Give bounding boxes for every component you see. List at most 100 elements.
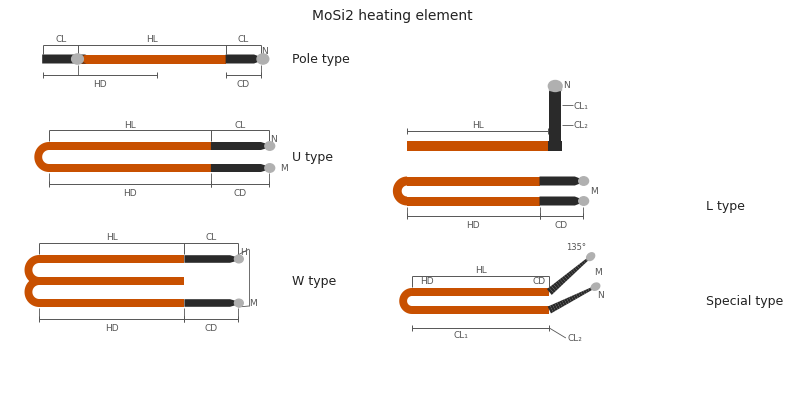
Polygon shape <box>549 286 556 293</box>
Text: CD: CD <box>234 188 246 198</box>
Bar <box>78 55 226 64</box>
Text: MoSi2 heating element: MoSi2 heating element <box>312 9 473 23</box>
Polygon shape <box>185 300 238 307</box>
Polygon shape <box>571 295 576 301</box>
Polygon shape <box>590 287 594 290</box>
Text: U type: U type <box>292 151 334 164</box>
Polygon shape <box>34 143 49 172</box>
Polygon shape <box>211 164 269 172</box>
Polygon shape <box>393 177 407 206</box>
Polygon shape <box>562 300 566 306</box>
Polygon shape <box>588 256 591 260</box>
Text: CL: CL <box>55 35 66 45</box>
Polygon shape <box>586 258 590 261</box>
Ellipse shape <box>586 253 594 261</box>
Text: HL: HL <box>124 120 136 129</box>
Polygon shape <box>554 303 560 310</box>
Polygon shape <box>553 304 558 311</box>
Text: N: N <box>598 290 604 300</box>
Bar <box>412 306 550 314</box>
Bar <box>550 87 561 142</box>
Ellipse shape <box>578 177 589 186</box>
Ellipse shape <box>72 55 83 65</box>
Text: CD: CD <box>554 221 568 229</box>
Text: L type: L type <box>706 200 745 213</box>
Polygon shape <box>558 279 564 286</box>
Text: W type: W type <box>292 275 337 288</box>
Polygon shape <box>579 263 583 267</box>
Text: M: M <box>590 187 598 196</box>
Text: HD: HD <box>420 276 434 285</box>
Text: CD: CD <box>205 323 218 332</box>
Polygon shape <box>557 302 562 308</box>
Polygon shape <box>566 273 571 278</box>
Text: Pole type: Pole type <box>292 53 350 66</box>
Polygon shape <box>539 177 582 186</box>
Polygon shape <box>569 296 574 302</box>
Text: HL: HL <box>472 121 483 130</box>
Bar <box>407 142 550 152</box>
Text: HD: HD <box>94 80 107 89</box>
Text: CL₂: CL₂ <box>568 334 582 342</box>
Text: HD: HD <box>105 323 118 332</box>
Ellipse shape <box>548 81 562 92</box>
Text: HL: HL <box>106 233 118 242</box>
Text: 135°: 135° <box>566 242 586 251</box>
Ellipse shape <box>257 55 269 65</box>
Polygon shape <box>562 276 567 282</box>
Ellipse shape <box>578 197 589 206</box>
Polygon shape <box>560 278 566 284</box>
Polygon shape <box>554 283 560 290</box>
Polygon shape <box>583 259 587 263</box>
Polygon shape <box>577 264 582 269</box>
Polygon shape <box>569 271 574 277</box>
Text: H: H <box>240 247 246 256</box>
Text: HD: HD <box>466 221 480 229</box>
Ellipse shape <box>234 255 243 263</box>
Bar <box>550 85 561 91</box>
Ellipse shape <box>265 142 274 151</box>
Text: CL: CL <box>206 233 217 242</box>
Ellipse shape <box>265 164 274 173</box>
Text: CL: CL <box>238 35 249 45</box>
Text: HL: HL <box>146 35 158 45</box>
Text: CL: CL <box>234 120 246 129</box>
Polygon shape <box>574 294 578 300</box>
Text: N: N <box>261 47 268 56</box>
Text: CL₁: CL₁ <box>454 330 469 339</box>
Text: CD: CD <box>533 276 546 285</box>
Polygon shape <box>42 55 86 64</box>
Text: M: M <box>594 267 602 276</box>
Text: HD: HD <box>123 188 137 198</box>
Polygon shape <box>578 292 582 297</box>
Polygon shape <box>548 306 554 314</box>
Polygon shape <box>399 288 412 314</box>
Bar <box>49 164 211 172</box>
Polygon shape <box>581 291 585 296</box>
Polygon shape <box>573 268 578 273</box>
Polygon shape <box>551 284 558 292</box>
Bar <box>49 143 211 151</box>
Polygon shape <box>547 288 554 295</box>
Text: CL₁: CL₁ <box>574 101 589 110</box>
Polygon shape <box>586 289 590 293</box>
Polygon shape <box>593 286 596 289</box>
Text: M: M <box>281 164 288 173</box>
Bar <box>39 277 185 285</box>
Text: M: M <box>249 299 257 308</box>
Bar <box>39 299 185 307</box>
Polygon shape <box>550 305 555 312</box>
Polygon shape <box>576 293 580 298</box>
Bar <box>407 177 539 186</box>
Polygon shape <box>566 298 571 303</box>
Text: Special type: Special type <box>706 295 783 308</box>
Bar <box>407 197 539 206</box>
Text: CD: CD <box>237 80 250 89</box>
Polygon shape <box>559 301 565 307</box>
Polygon shape <box>564 274 570 280</box>
Polygon shape <box>582 261 586 265</box>
Text: N: N <box>563 80 570 89</box>
Bar <box>39 255 185 263</box>
Polygon shape <box>564 298 569 305</box>
Polygon shape <box>575 266 579 271</box>
